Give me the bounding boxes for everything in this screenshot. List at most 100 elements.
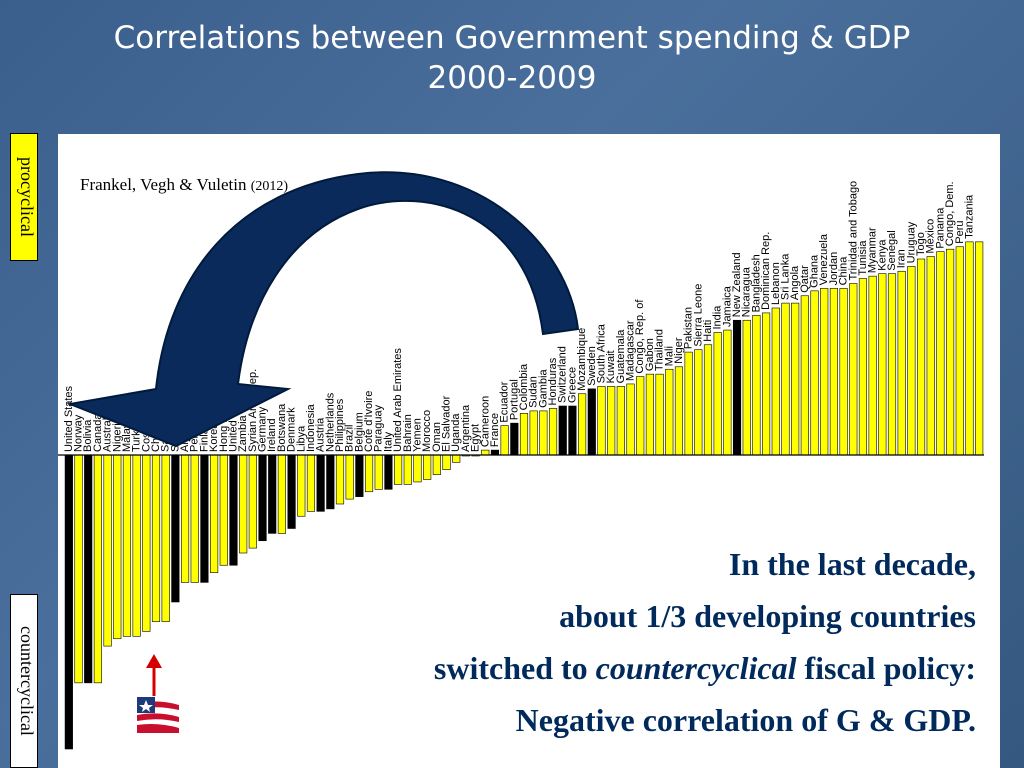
- category-label: Italy: [382, 431, 394, 452]
- category-label: New Zealand: [731, 252, 743, 317]
- category-label: Thailand: [654, 329, 666, 371]
- category-label: Mali: [663, 346, 675, 366]
- bar-chart: 00.20.40.60.8-0.2-0.4United StatesNorway…: [58, 171, 984, 750]
- callout-emphasis: countercyclical: [595, 650, 797, 686]
- bar: [316, 454, 325, 512]
- category-label: Malaysia: [121, 408, 133, 452]
- bar: [868, 275, 877, 456]
- category-label: Argentina: [460, 404, 472, 452]
- category-label: Denmark: [286, 407, 298, 452]
- bar: [297, 454, 306, 517]
- bar: [655, 373, 664, 456]
- bar: [645, 373, 654, 456]
- bar: [423, 454, 432, 480]
- category-label: Sudan: [528, 376, 540, 408]
- bar: [432, 454, 441, 475]
- category-label: Philippines: [334, 398, 346, 452]
- bar: [403, 454, 412, 485]
- category-label: Paraguay: [373, 404, 385, 452]
- bar: [703, 344, 713, 456]
- bar: [452, 454, 461, 463]
- bar: [200, 454, 209, 583]
- callout-line-3: switched to countercyclical fiscal polic…: [434, 642, 976, 694]
- category-label: Nigeria: [111, 416, 123, 452]
- bar: [965, 241, 974, 456]
- bar: [413, 454, 422, 483]
- callout-line-3a: switched to: [433, 650, 596, 686]
- category-label: Korea: [208, 422, 220, 452]
- bar: [113, 454, 122, 640]
- category-label: Congo, Dem.: [944, 181, 956, 246]
- bar: [636, 376, 645, 456]
- title-line-1: Correlations between Government spending…: [113, 20, 911, 56]
- category-label: Norway: [73, 414, 85, 452]
- category-label: Mozambique: [576, 328, 588, 391]
- category-label: Brazil: [344, 424, 356, 452]
- category-label: Senegal: [886, 230, 898, 270]
- bar: [258, 454, 267, 542]
- bar: [519, 413, 529, 456]
- category-label: Guatemala: [615, 329, 627, 384]
- category-label: Belgium: [353, 412, 365, 452]
- bar: [607, 386, 616, 456]
- bar: [587, 388, 596, 456]
- bar: [558, 405, 567, 456]
- bar: [326, 454, 335, 510]
- category-label: Dominican Rep.: [760, 232, 772, 310]
- category-label: China: [838, 256, 850, 286]
- bar: [791, 302, 800, 456]
- category-label: Gabon: [644, 338, 656, 371]
- bar: [180, 454, 190, 583]
- bar: [277, 454, 286, 534]
- bar: [384, 454, 393, 490]
- category-label: Honduras: [547, 357, 559, 405]
- category-label: Lebanon: [770, 262, 782, 305]
- category-label: Iran: [896, 249, 908, 268]
- bar: [713, 332, 722, 456]
- bar: [742, 319, 751, 456]
- category-label: Greece: [566, 367, 578, 403]
- bar: [510, 422, 519, 456]
- category-label: Libya: [295, 425, 307, 452]
- callout-line-4: Negative correlation of G & GDP.: [515, 702, 976, 738]
- citation: Frankel, Vegh & Vuletin (2012): [80, 175, 288, 195]
- category-label: South Africa: [595, 323, 607, 383]
- category-label: Portugal: [508, 379, 520, 420]
- bar: [142, 454, 151, 632]
- bar: [500, 425, 509, 456]
- category-label: Morocco: [421, 410, 433, 452]
- bar: [616, 386, 625, 456]
- category-label: Cote d'Ivoire: [363, 391, 375, 452]
- category-label: El Salvador: [441, 395, 453, 452]
- category-label: Nicaragua: [741, 266, 753, 317]
- bar: [975, 241, 984, 456]
- category-label: Canada: [92, 413, 104, 452]
- category-label: Cameroon: [479, 396, 491, 447]
- category-label: Ghana: [809, 254, 821, 288]
- category-label: Congo, Rep. of: [634, 299, 646, 374]
- bar: [306, 454, 316, 512]
- category-label: Jamaica: [721, 285, 733, 327]
- bar: [878, 273, 887, 456]
- callout-text: In the last decade, about 1/3 developing…: [434, 538, 976, 746]
- bar: [490, 449, 500, 456]
- category-label: Germany: [257, 406, 269, 452]
- bar: [239, 454, 248, 554]
- bar: [161, 454, 170, 622]
- bar: [936, 251, 945, 456]
- bar: [442, 454, 451, 470]
- chart-panel: 00.20.40.60.8-0.2-0.4United StatesNorway…: [58, 134, 1000, 768]
- citation-year: (2012): [250, 179, 289, 194]
- category-label: Kenya: [876, 239, 888, 271]
- category-label: Angola: [789, 265, 801, 300]
- category-label: Venezuela: [818, 233, 830, 285]
- bar: [548, 408, 558, 456]
- category-label: Pakistan: [683, 307, 695, 349]
- category-label: Botswana: [276, 403, 288, 452]
- category-label: United States: [63, 385, 75, 452]
- bar: [955, 246, 964, 456]
- red-arrow-icon: [146, 654, 162, 668]
- category-label: Bangladesh: [750, 254, 762, 312]
- category-label: Oman: [431, 422, 443, 452]
- callout-line-1: In the last decade,: [728, 546, 976, 582]
